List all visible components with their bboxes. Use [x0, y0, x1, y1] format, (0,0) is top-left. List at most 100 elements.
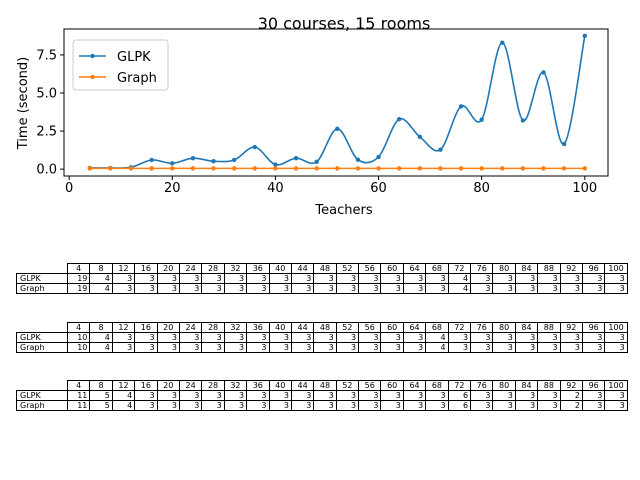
table-header-cell: 4: [66, 263, 91, 274]
table-header-cell: 28: [201, 263, 225, 274]
table-cell: 10: [66, 342, 91, 353]
table-header-cell: 92: [559, 263, 583, 274]
table-cell: 3: [492, 273, 516, 284]
table-header-cell: 44: [290, 380, 315, 391]
table-header-cell: 20: [156, 263, 180, 274]
data-point-graph: [273, 166, 278, 171]
x-tick-label: 0: [65, 181, 73, 196]
table-header-cell: 76: [470, 263, 494, 274]
table-header-cell: 60: [380, 322, 404, 333]
table-cell: 3: [313, 390, 337, 401]
legend-label-graph: Graph: [117, 71, 157, 86]
table-cell: 3: [290, 342, 315, 353]
table-row: Graph 11 5 4 3 3 3 3 3 3 3 3 3 3 3 3 3 3 6 3 3 3 3 2 3 3: [16, 400, 628, 411]
table-cell: 3: [380, 273, 404, 284]
data-point-glpk: [438, 147, 443, 152]
table-cell: 3: [402, 390, 427, 401]
table-header-cell: 28: [201, 322, 225, 333]
table-cell: 3: [178, 342, 203, 353]
table-cell: 3: [268, 390, 292, 401]
table-header-cell: 32: [223, 322, 248, 333]
table-cell: 3: [178, 273, 203, 284]
table-cell: 3: [604, 342, 628, 353]
table-header-cell: 84: [514, 322, 539, 333]
table-header-cell: 12: [111, 263, 136, 274]
table-corner: [17, 381, 68, 391]
table-header-cell: 72: [447, 263, 472, 274]
data-point-glpk: [376, 154, 381, 160]
table-cell: 3: [380, 342, 404, 353]
data-point-graph: [458, 166, 464, 171]
table-header-cell: 72: [447, 322, 472, 333]
table-header-cell: 100: [604, 380, 628, 391]
table-header-cell: 88: [537, 380, 561, 391]
table-header-cell: 4: [66, 322, 91, 333]
table-cell: 19: [66, 273, 91, 284]
table-header-cell: 36: [246, 322, 270, 333]
table-cell: 3: [134, 390, 158, 401]
table-header-cell: 4: [66, 380, 91, 391]
table-cell: 3: [559, 273, 583, 284]
x-tick-label: 60: [370, 181, 387, 196]
table-cell: 3: [268, 400, 292, 411]
table-cell: 3: [290, 283, 315, 294]
table-cell: 3: [402, 273, 427, 284]
table-header-cell: 84: [514, 263, 539, 274]
table-cell: 3: [223, 332, 248, 343]
table-cell: 3: [178, 332, 203, 343]
table-cell: 3: [402, 283, 427, 294]
table-cell: 3: [201, 342, 225, 353]
table-header-cell: 80: [492, 322, 516, 333]
table-cell: 3: [537, 283, 561, 294]
table-cell: 4: [447, 283, 472, 294]
table-cell: 3: [134, 283, 158, 294]
table-header-cell: 36: [246, 263, 270, 274]
table-row-label: Graph: [16, 342, 68, 353]
table-cell: 3: [604, 400, 628, 411]
table-header-cell: 64: [402, 322, 427, 333]
table-cell: 3: [358, 390, 382, 401]
table-cell: 3: [313, 342, 337, 353]
table-cell: 3: [358, 273, 382, 284]
table-cell: 3: [246, 273, 270, 284]
table-header-cell: 60: [380, 380, 404, 391]
x-tick-label: 40: [267, 181, 284, 196]
table-cell: 3: [581, 342, 606, 353]
data-point-graph: [479, 166, 484, 171]
table-header-cell: 88: [537, 263, 561, 274]
table-row: Graph 19 4 3 3 3 3 3 3 3 3 3 3 3 3 3 3 3 4 3 3 3 3 3 3 3: [16, 283, 628, 294]
table-cell: 3: [604, 283, 628, 294]
axes-frame: [63, 28, 609, 177]
table-cell: 3: [402, 400, 427, 411]
table-header-cell: 40: [268, 322, 292, 333]
table-header-cell: 48: [313, 380, 337, 391]
table-header-cell: 48: [313, 263, 337, 274]
table-header-cell: 84: [514, 380, 539, 391]
table-cell: 3: [470, 390, 494, 401]
table-cell: 3: [223, 283, 248, 294]
table-cell: 3: [313, 273, 337, 284]
table-cell: 3: [402, 332, 427, 343]
legend-marker-graph: [90, 74, 95, 80]
table-header-cell: 56: [358, 322, 382, 333]
table-cell: 3: [313, 283, 337, 294]
table-cell: 3: [581, 332, 606, 343]
table-cell: 11: [66, 400, 91, 411]
table-cell: 3: [268, 342, 292, 353]
table-header-cell: 96: [581, 322, 606, 333]
table-cell: 3: [447, 342, 472, 353]
table-cell: 3: [223, 400, 248, 411]
table-header-cell: 80: [492, 263, 516, 274]
table-cell: 3: [201, 390, 225, 401]
data-point-graph: [396, 166, 402, 171]
table-header-cell: 80: [492, 380, 516, 391]
table-cell: 3: [514, 390, 539, 401]
table-header-cell: 52: [335, 380, 360, 391]
table-cell: 3: [559, 332, 583, 343]
table-cell: 4: [89, 273, 113, 284]
data-point-glpk: [170, 161, 175, 166]
data-point-glpk: [252, 144, 257, 150]
table-row-label: Graph: [16, 283, 68, 294]
table-cell: 3: [290, 400, 315, 411]
table-cell: 3: [537, 342, 561, 353]
